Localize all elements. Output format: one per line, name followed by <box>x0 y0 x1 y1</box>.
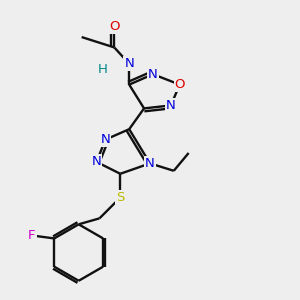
Text: N: N <box>92 155 101 168</box>
Text: N: N <box>166 99 176 112</box>
Text: N: N <box>100 133 110 146</box>
Text: S: S <box>116 191 124 204</box>
Text: O: O <box>175 78 185 91</box>
Text: N: N <box>148 68 158 81</box>
Text: N: N <box>145 157 155 170</box>
Text: F: F <box>28 229 36 242</box>
Text: O: O <box>109 20 120 33</box>
Text: H: H <box>98 63 107 76</box>
Text: N: N <box>124 57 134 70</box>
